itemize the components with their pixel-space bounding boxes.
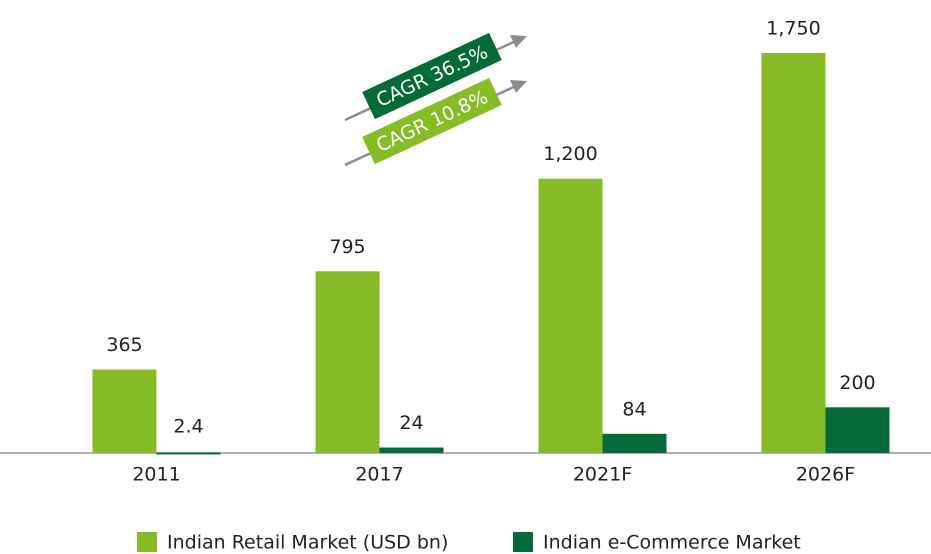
legend-swatch [137,532,157,552]
x-tick-label: 2021F [573,464,632,486]
arrow-head [510,80,527,93]
bar [825,407,890,453]
bar [538,178,603,453]
value-label: 24 [399,412,423,434]
value-label: 365 [106,334,142,356]
value-label: 84 [622,398,646,420]
bar [156,452,221,455]
value-label: 2.4 [173,416,203,438]
banner-box [362,32,502,120]
value-label: 795 [329,236,365,258]
x-tick-label: 2017 [355,464,403,486]
value-label: 1,200 [543,143,597,165]
banner-box [362,77,502,165]
legend-label: Indian e-Commerce Market [543,532,801,554]
value-label: 200 [839,372,875,394]
bar [315,271,380,453]
bar [379,447,444,453]
legend-label: Indian Retail Market (USD bn) [167,532,448,554]
bar [602,433,667,453]
x-tick-label: 2026F [796,464,855,486]
bar [761,53,826,453]
bar [92,369,157,453]
value-label: 1,750 [766,18,820,40]
arrow-head [510,35,527,48]
x-tick-label: 2011 [132,464,180,486]
legend-swatch [513,532,533,552]
